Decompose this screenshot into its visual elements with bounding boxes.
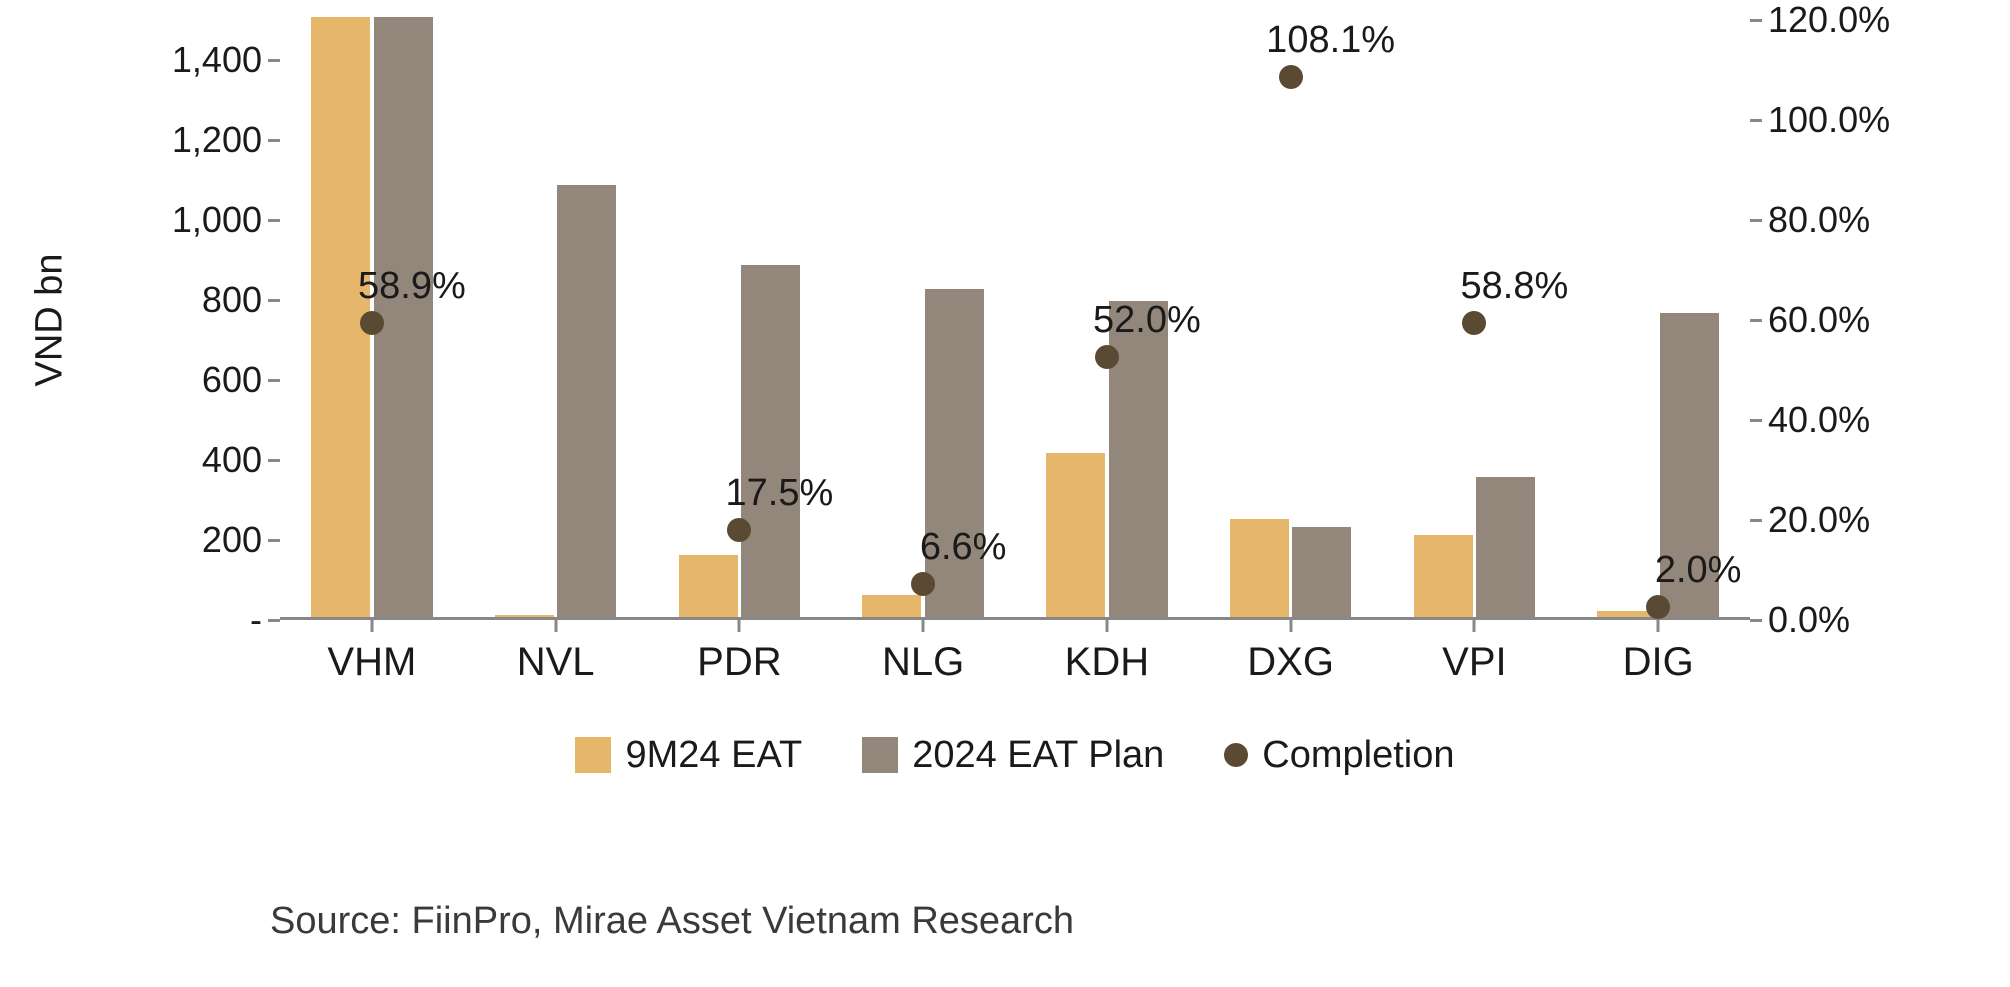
x-tick-label: VPI [1442, 640, 1506, 685]
legend-dot [1224, 743, 1248, 767]
y-left-tick-label: 800 [82, 279, 262, 321]
bar [495, 615, 554, 617]
y-left-tick-mark [268, 619, 280, 622]
x-tick-label: DXG [1247, 640, 1334, 685]
completion-label: 108.1% [1266, 19, 1395, 62]
x-tick-label: PDR [697, 640, 781, 685]
bar [1230, 519, 1289, 617]
x-tick-label: VHM [327, 640, 416, 685]
y-left-tick-label: 1,000 [82, 199, 262, 241]
x-axis: VHM NVL PDR NLG KDH DXG VPI DIG [280, 620, 1750, 700]
y-left-tick-label: - [82, 599, 262, 641]
x-tick-mark [370, 620, 373, 632]
y-right-tick-label: 40.0% [1768, 399, 1948, 441]
legend-item-9m24-eat: 9M24 EAT [575, 734, 802, 777]
completion-dot [1646, 595, 1670, 619]
legend-label: Completion [1262, 734, 1454, 777]
y-right-tick-label: 20.0% [1768, 499, 1948, 541]
x-tick-mark [554, 620, 557, 632]
bar [862, 595, 921, 617]
completion-dot [911, 572, 935, 596]
y-right-tick-label: 120.0% [1768, 0, 1948, 41]
x-tick-label: NLG [882, 640, 964, 685]
y-axis-right: 0.0%20.0%40.0%60.0%80.0%100.0%120.0% [1750, 20, 1950, 620]
y-left-tick-label: 400 [82, 439, 262, 481]
completion-label: 58.9% [358, 265, 466, 308]
completion-dot [727, 518, 751, 542]
y-left-tick-mark [268, 379, 280, 382]
x-tick-mark [1657, 620, 1660, 632]
y-right-tick-label: 60.0% [1768, 299, 1948, 341]
x-tick-mark [738, 620, 741, 632]
x-tick-mark [1105, 620, 1108, 632]
plot-area: 58.9% 17.5% 6.6% 52.0% 108.1% 58.8% 2.0% [280, 20, 1750, 620]
completion-label: 52.0% [1093, 299, 1201, 342]
completion-label: 58.8% [1461, 265, 1569, 308]
bar [1292, 527, 1351, 617]
x-tick-label: NVL [517, 640, 595, 685]
bar [1476, 477, 1535, 617]
legend-swatch [862, 737, 898, 773]
y-left-tick-label: 1,200 [82, 119, 262, 161]
completion-label: 2.0% [1655, 549, 1742, 592]
y-axis-left: -2004006008001,0001,2001,400 [80, 20, 280, 620]
bar [557, 185, 616, 617]
completion-label: 6.6% [920, 526, 1007, 569]
y-left-tick-mark [268, 139, 280, 142]
legend-swatch [575, 737, 611, 773]
legend: 9M24 EAT 2024 EAT Plan Completion [280, 725, 1750, 785]
completion-dot [360, 311, 384, 335]
y-left-tick-mark [268, 539, 280, 542]
y-left-tick-label: 1,400 [82, 39, 262, 81]
completion-dot [1462, 311, 1486, 335]
bar [1109, 301, 1168, 617]
legend-item-completion: Completion [1224, 734, 1454, 777]
legend-label: 2024 EAT Plan [912, 734, 1164, 777]
x-tick-mark [922, 620, 925, 632]
legend-label: 9M24 EAT [625, 734, 802, 777]
y-left-tick-mark [268, 459, 280, 462]
bar [1046, 453, 1105, 617]
completion-dot [1095, 345, 1119, 369]
y-left-tick-mark [268, 299, 280, 302]
y-axis-left-title: VND bn [29, 253, 72, 386]
y-left-tick-mark [268, 219, 280, 222]
y-right-tick-label: 100.0% [1768, 99, 1948, 141]
bar [1414, 535, 1473, 617]
bar [679, 555, 738, 617]
source-text: Source: FiinPro, Mirae Asset Vietnam Res… [270, 900, 1074, 943]
x-tick-label: KDH [1065, 640, 1149, 685]
y-left-tick-label: 600 [82, 359, 262, 401]
bar [741, 265, 800, 617]
legend-item-2024-eat-plan: 2024 EAT Plan [862, 734, 1164, 777]
y-right-tick-label: 0.0% [1768, 599, 1948, 641]
x-tick-mark [1289, 620, 1292, 632]
completion-dot [1279, 65, 1303, 89]
y-right-tick-label: 80.0% [1768, 199, 1948, 241]
x-tick-label: DIG [1623, 640, 1694, 685]
completion-label: 17.5% [726, 472, 834, 515]
y-left-tick-label: 200 [82, 519, 262, 561]
x-tick-mark [1473, 620, 1476, 632]
chart-container: VND bn -2004006008001,0001,2001,400 58.9… [80, 20, 1920, 780]
y-left-tick-mark [268, 59, 280, 62]
